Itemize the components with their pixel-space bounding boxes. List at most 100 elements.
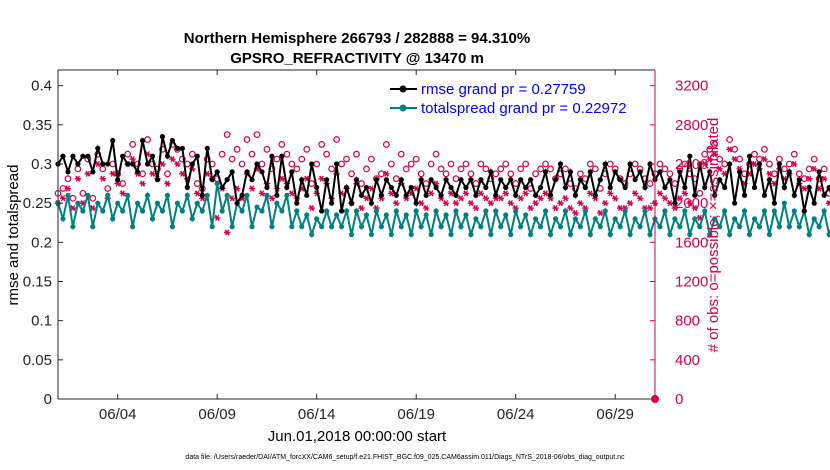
rmse-point	[304, 192, 310, 198]
rmse-point	[592, 192, 598, 198]
obs-assimilated-point	[432, 180, 440, 187]
rmse-point	[577, 177, 583, 183]
totalspread-point	[269, 224, 275, 230]
obs-possible-point	[721, 160, 729, 168]
rmse-point	[662, 184, 668, 191]
rmse-point	[70, 153, 76, 159]
totalspread-point	[204, 192, 210, 198]
obs-possible-point	[348, 170, 355, 178]
obs-assimilated-point	[223, 229, 231, 236]
rmse-point	[498, 177, 504, 183]
obs-assimilated-point	[253, 165, 261, 173]
rmse-point	[523, 184, 529, 191]
obs-assimilated-point	[368, 185, 375, 192]
obs-possible-point	[761, 145, 768, 153]
rmse-point	[756, 161, 763, 167]
obs-possible-point	[522, 160, 530, 168]
totalspread-point	[139, 208, 146, 214]
totalspread-point	[329, 224, 335, 230]
totalspread-point	[771, 208, 778, 214]
obs-assimilated-point	[144, 151, 151, 158]
obs-assimilated-point	[278, 175, 286, 182]
obs-assimilated-point	[358, 204, 365, 212]
obs-assimilated-point	[706, 155, 713, 163]
y-tick-label: 0.2	[31, 234, 52, 251]
obs-assimilated-point	[537, 195, 544, 202]
rmse-point	[269, 153, 275, 159]
obs-assimilated-point	[482, 195, 490, 202]
obs-possible-point	[89, 194, 97, 202]
rmse-point	[597, 177, 603, 183]
obs-possible-point	[353, 150, 360, 158]
totalspread-point	[264, 192, 270, 198]
obs-possible-point	[407, 160, 415, 168]
obs-assimilated-point	[701, 160, 708, 168]
totalspread-line	[57, 183, 830, 239]
rmse-point	[751, 184, 758, 191]
obs-assimilated-point	[771, 180, 778, 187]
obs-possible-point	[253, 131, 261, 139]
obs-possible-point	[775, 155, 783, 163]
obs-assimilated-point	[587, 190, 594, 197]
obs-assimilated-point	[801, 185, 808, 192]
rmse-point	[75, 161, 81, 167]
totalspread-point	[732, 216, 738, 222]
totalspread-point	[65, 192, 71, 198]
obs-assimilated-point	[258, 190, 266, 197]
obs-assimilated-point	[184, 175, 191, 182]
obs-possible-point	[263, 145, 271, 153]
obs-assimilated-point	[427, 190, 435, 197]
obs-assimilated-point	[383, 170, 390, 177]
rmse-point	[557, 161, 564, 167]
y-tick-label: 0.1	[31, 313, 52, 330]
obs-assimilated-point	[119, 190, 126, 197]
totalspread-point	[667, 231, 673, 238]
y2-tick-label: 400	[675, 352, 700, 369]
obs-assimilated-point	[736, 165, 743, 173]
totalspread-point	[816, 224, 822, 230]
obs-assimilated-point	[214, 214, 221, 221]
totalspread-point	[488, 231, 494, 238]
totalspread-point	[582, 208, 588, 214]
obs-assimilated-point	[338, 190, 345, 197]
obs-assimilated-point	[820, 175, 828, 182]
obs-assimilated-point	[164, 180, 171, 187]
totalspread-point	[587, 231, 593, 238]
totalspread-point	[602, 208, 608, 214]
totalspread-point	[403, 212, 409, 218]
rmse-point	[209, 177, 215, 183]
obs-assimilated-point	[791, 160, 798, 168]
totalspread-point	[508, 231, 514, 238]
obs-possible-point	[243, 136, 251, 143]
totalspread-point	[224, 192, 230, 198]
rmse-point	[100, 161, 106, 167]
totalspread-point	[562, 208, 569, 214]
obs-assimilated-point	[308, 204, 315, 212]
obs-assimilated-point	[721, 170, 728, 177]
y-tick-label: 0.15	[23, 274, 52, 291]
obs-assimilated-point	[313, 190, 320, 197]
obs-assimilated-point	[502, 190, 509, 197]
totalspread-point	[443, 212, 449, 218]
totalspread-point	[219, 208, 225, 214]
totalspread-point	[418, 224, 424, 230]
totalspread-point	[697, 224, 703, 230]
rmse-point	[627, 161, 633, 167]
obs-assimilated-point	[552, 204, 559, 212]
totalspread-point	[154, 200, 161, 206]
rmse-point	[533, 192, 539, 198]
totalspread-point	[274, 200, 280, 206]
obs-possible-point	[338, 160, 345, 168]
totalspread-point	[746, 231, 753, 238]
totalspread-point	[528, 231, 534, 238]
obs-assimilated-point	[825, 200, 830, 207]
rmse-point	[334, 161, 340, 167]
totalspread-point	[617, 224, 623, 230]
rmse-point	[189, 161, 195, 167]
rmse-point	[169, 137, 176, 144]
totalspread-point	[398, 224, 404, 230]
y2-tick-label: 0	[675, 391, 683, 408]
totalspread-point	[468, 231, 474, 238]
totalspread-point	[254, 204, 260, 210]
obs-assimilated-point	[233, 185, 241, 192]
